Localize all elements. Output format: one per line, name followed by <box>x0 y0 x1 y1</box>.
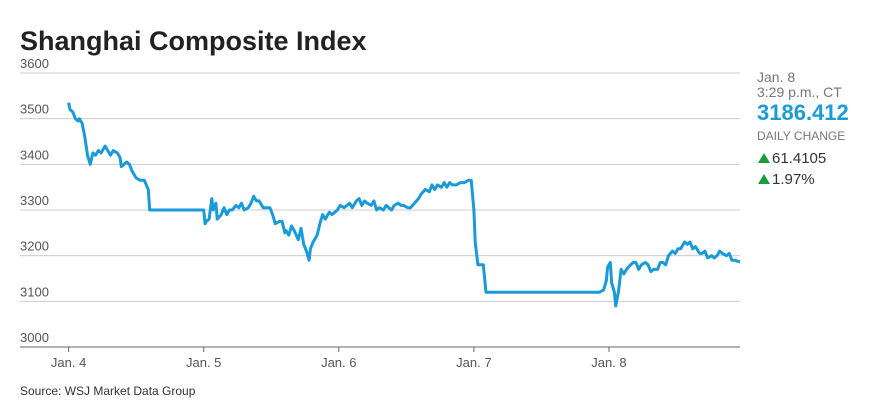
index-line <box>67 102 741 308</box>
x-tick-label: Jan. 6 <box>321 355 356 370</box>
y-tick-label: 3400 <box>20 147 49 162</box>
quote-label: DAILY CHANGE <box>757 129 845 143</box>
x-tick-label: Jan. 4 <box>51 355 86 370</box>
y-tick-label: 3600 <box>20 56 49 71</box>
y-tick-label: 3300 <box>20 193 49 208</box>
y-tick-label: 3500 <box>20 102 49 117</box>
quote-date: Jan. 8 <box>757 69 795 85</box>
quote-change: 61.4105 <box>772 150 826 167</box>
quote-change-pct: 1.97% <box>772 171 815 188</box>
y-tick-label: 3000 <box>20 330 49 345</box>
x-tick-label: Jan. 8 <box>591 355 626 370</box>
y-tick-label: 3100 <box>20 284 49 299</box>
up-arrow <box>758 174 770 184</box>
y-tick-label: 3200 <box>20 239 49 254</box>
x-tick-label: Jan. 5 <box>186 355 221 370</box>
up-arrow <box>758 153 770 163</box>
quote-time: 3:29 p.m., CT <box>757 84 842 100</box>
quote-price: 3186.412 <box>757 100 849 125</box>
chart-title: Shanghai Composite Index <box>20 26 367 56</box>
x-tick-label: Jan. 7 <box>456 355 491 370</box>
source: Source: WSJ Market Data Group <box>20 384 196 398</box>
